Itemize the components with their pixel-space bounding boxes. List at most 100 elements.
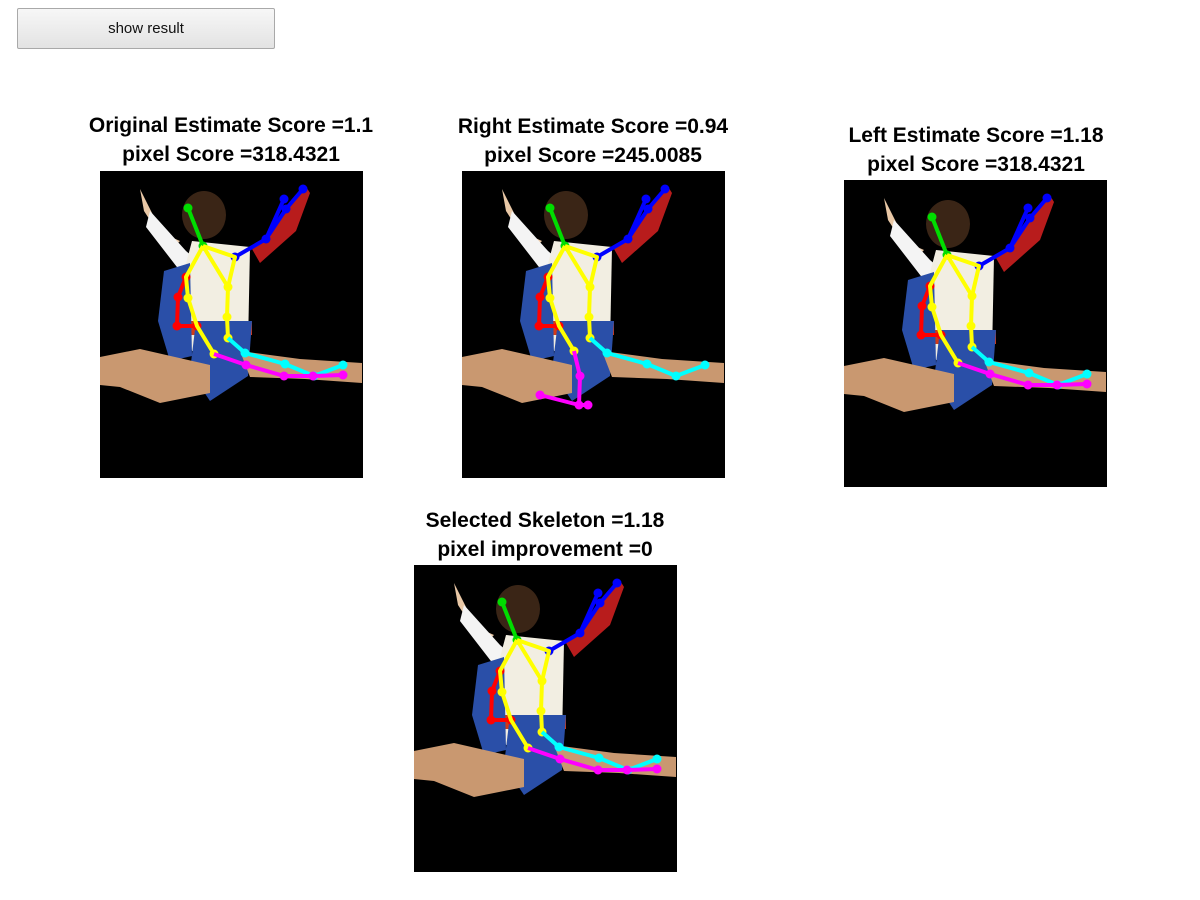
show-result-button[interactable]: show result bbox=[17, 8, 275, 49]
skeleton-joint bbox=[602, 348, 612, 358]
skeleton-joint bbox=[280, 359, 290, 369]
skeleton-joint bbox=[671, 371, 681, 381]
skeleton-joint bbox=[593, 588, 603, 598]
panel-title-line2: pixel improvement =0 bbox=[437, 538, 653, 561]
pose-image-selected bbox=[414, 565, 677, 872]
skeleton-joint bbox=[917, 301, 927, 311]
skeleton-limb-right-arm bbox=[578, 592, 600, 634]
right-raised-arm bbox=[252, 185, 310, 263]
skeleton-overlay bbox=[172, 184, 348, 381]
skeleton-limb-head bbox=[548, 207, 567, 247]
skeleton-joint bbox=[240, 348, 250, 358]
skeleton-joint bbox=[642, 359, 652, 369]
skeleton-joint bbox=[643, 204, 653, 214]
left-sleeve bbox=[890, 220, 944, 280]
skeleton-joint bbox=[279, 194, 289, 204]
skeleton-joint bbox=[593, 765, 603, 775]
pose-image-original bbox=[100, 171, 363, 478]
skeleton-joint bbox=[338, 360, 348, 370]
skeleton-joint bbox=[652, 764, 662, 774]
skeleton-joint bbox=[536, 706, 546, 716]
skeleton-joint bbox=[1023, 380, 1033, 390]
skeleton-joint bbox=[641, 194, 651, 204]
skeleton-joint bbox=[298, 184, 308, 194]
left-leg bbox=[100, 349, 210, 403]
skeleton-limb-right-arm bbox=[977, 196, 1049, 268]
skeleton-limb-right-arm bbox=[264, 198, 286, 240]
skeleton-joint bbox=[916, 330, 926, 340]
hair bbox=[926, 200, 970, 248]
skeleton-limb-right-arm bbox=[626, 198, 648, 240]
panel-title-line1: Original Estimate Score =1.1 bbox=[88, 114, 374, 137]
pose-image-right bbox=[462, 171, 725, 478]
skeleton-limb-torso bbox=[945, 253, 974, 298]
skeleton-overlay bbox=[486, 578, 662, 775]
skeleton-joint bbox=[1082, 379, 1092, 389]
skeleton-limb-head bbox=[186, 207, 205, 247]
skeleton-joint bbox=[966, 321, 976, 331]
skeleton-joint bbox=[308, 371, 318, 381]
skeleton-limb-right-arm bbox=[1008, 207, 1030, 249]
skeleton-joint bbox=[1023, 203, 1033, 213]
skeleton-joint bbox=[497, 597, 507, 607]
right-raised-arm bbox=[996, 194, 1054, 272]
skeleton-limb-head bbox=[930, 216, 949, 256]
panel-title-line1: Left Estimate Score =1.18 bbox=[848, 124, 1104, 147]
skeleton-limb-right-arm bbox=[233, 187, 305, 259]
skeleton-joint bbox=[486, 715, 496, 725]
panel-title-original: Original Estimate Score =1.1 pixel Score… bbox=[1, 111, 461, 169]
left-sleeve bbox=[146, 211, 200, 271]
skeleton-joint bbox=[534, 321, 544, 331]
pose-image-left bbox=[844, 180, 1107, 487]
skeleton-joint bbox=[595, 598, 605, 608]
skeleton-limb-torso bbox=[515, 638, 544, 683]
panel-title-left: Left Estimate Score =1.18 pixel Score =3… bbox=[746, 121, 1200, 179]
skeleton-joint bbox=[1042, 193, 1052, 203]
skeleton-joint bbox=[927, 302, 937, 312]
skeleton-joint bbox=[984, 357, 994, 367]
hair bbox=[544, 191, 588, 239]
skeleton-joint bbox=[652, 754, 662, 764]
skeleton-joint bbox=[545, 293, 555, 303]
skeleton-joint bbox=[183, 203, 193, 213]
panel-title-line2: pixel Score =245.0085 bbox=[484, 144, 702, 167]
skeleton-limb-left-arm bbox=[175, 276, 197, 328]
skeleton-joint bbox=[222, 312, 232, 322]
skeleton-limb-left-leg bbox=[539, 393, 580, 407]
skeleton-joint bbox=[535, 292, 545, 302]
right-raised-arm bbox=[566, 579, 624, 657]
skeleton-joint bbox=[622, 765, 632, 775]
skeleton-joint bbox=[183, 293, 193, 303]
skeleton-joint bbox=[612, 578, 622, 588]
skeleton-joint bbox=[338, 370, 348, 380]
left-sleeve bbox=[508, 211, 562, 271]
skeleton-joint bbox=[1052, 380, 1062, 390]
skeleton-limb-left-arm bbox=[537, 276, 559, 328]
skeleton-limb-torso bbox=[201, 244, 230, 289]
skeleton-limb-torso bbox=[563, 244, 592, 289]
skeleton-joint bbox=[487, 686, 497, 696]
skeleton-joint bbox=[575, 371, 585, 381]
skeleton-joint bbox=[173, 292, 183, 302]
panel-title-right: Right Estimate Score =0.94 pixel Score =… bbox=[363, 112, 823, 170]
skeleton-joint bbox=[1024, 368, 1034, 378]
panel-title-line1: Right Estimate Score =0.94 bbox=[457, 115, 729, 138]
skeleton-joint bbox=[555, 754, 565, 764]
skeleton-joint bbox=[1082, 369, 1092, 379]
skeleton-limb-right-arm bbox=[547, 581, 619, 653]
panel-title-line2: pixel Score =318.4321 bbox=[122, 143, 340, 166]
panel-title-selected: Selected Skeleton =1.18 pixel improvemen… bbox=[315, 506, 775, 564]
skeleton-joint bbox=[700, 360, 710, 370]
skeleton-joint bbox=[584, 312, 594, 322]
right-raised-arm bbox=[614, 185, 672, 263]
skeleton-limb-left-arm bbox=[489, 670, 511, 722]
skeleton-joint bbox=[594, 753, 604, 763]
skeleton-joint bbox=[660, 184, 670, 194]
skeleton-joint bbox=[583, 400, 593, 410]
skeleton-joint bbox=[545, 203, 555, 213]
left-sleeve bbox=[460, 605, 514, 665]
skeleton-joint bbox=[985, 369, 995, 379]
skeleton-limb-right-arm bbox=[595, 187, 667, 259]
skeleton-limb-head bbox=[500, 601, 519, 641]
skeleton-limb-left-arm bbox=[919, 285, 941, 337]
